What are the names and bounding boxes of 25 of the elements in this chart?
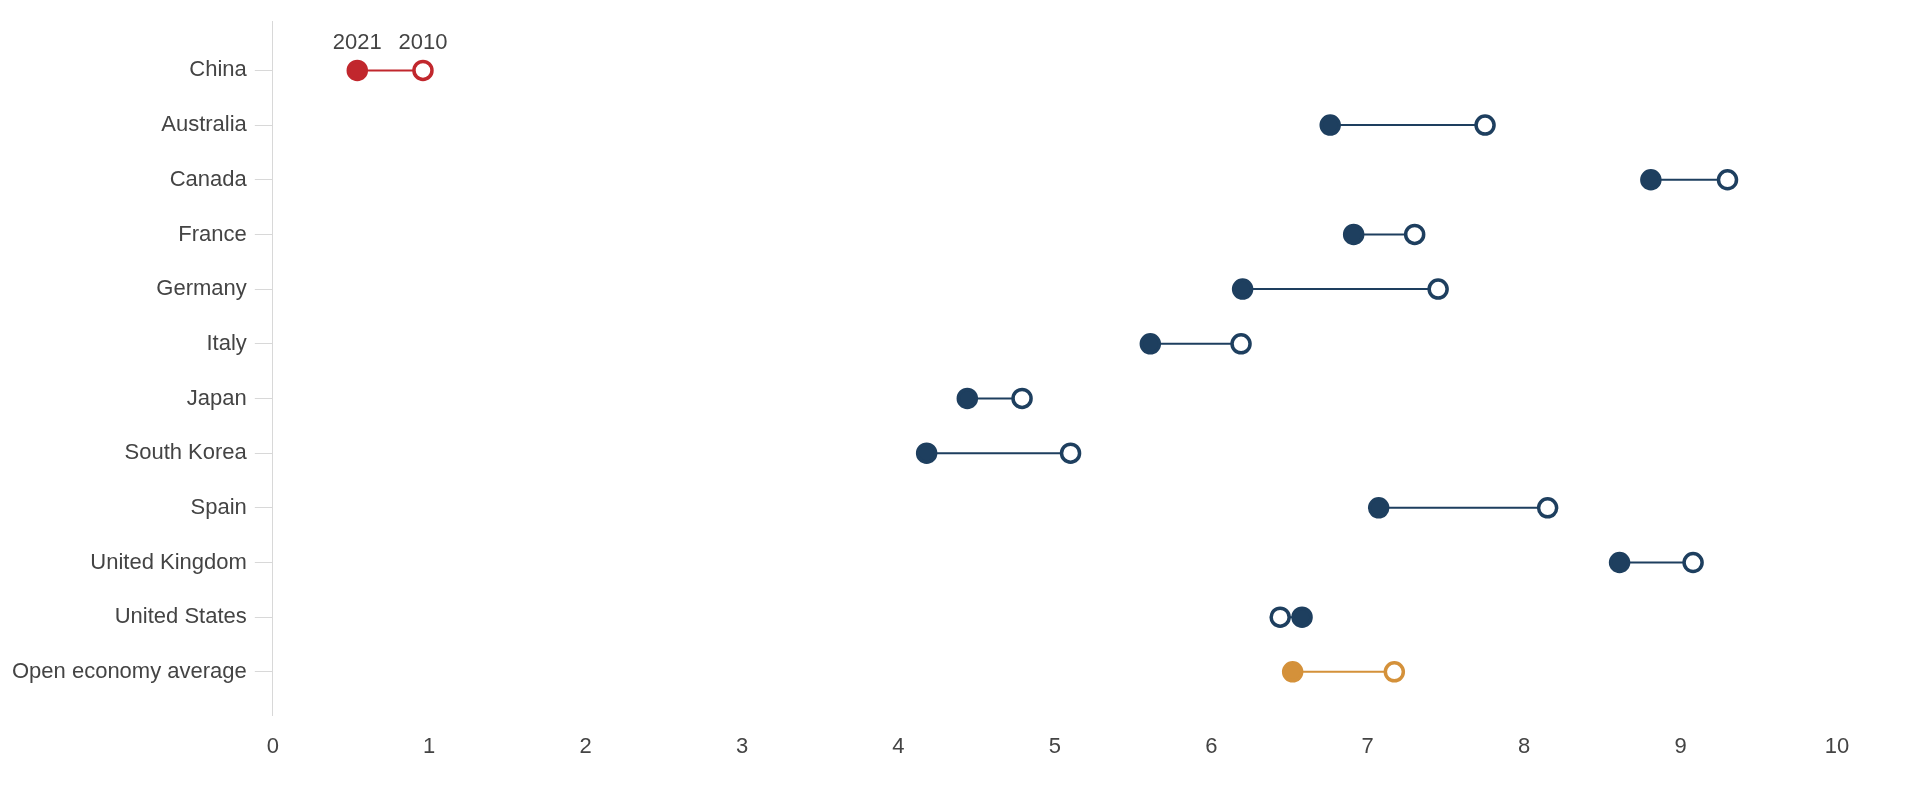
x-tick-label: 1 [423, 732, 436, 758]
x-tick-label: 6 [1205, 732, 1218, 758]
series-label: 2010 [398, 29, 448, 55]
y-tick-label: China [189, 56, 248, 82]
y-tick-label: United Kingdom [90, 548, 247, 574]
y-tick-label: Spain [190, 493, 247, 519]
y-tick-label: Italy [206, 329, 247, 355]
series-label: 2021 [332, 29, 382, 55]
y-tick-label: Australia [161, 111, 248, 137]
x-tick-label: 8 [1518, 732, 1531, 758]
y-tick-label: South Korea [124, 439, 248, 465]
x-tick-label: 5 [1048, 732, 1062, 758]
y-tick-label: Japan [186, 384, 247, 410]
x-tick-label: 4 [892, 732, 905, 758]
x-tick-label: 0 [266, 732, 279, 758]
x-tick-label: 10 [1824, 732, 1850, 758]
x-tick-label: 7 [1361, 732, 1374, 758]
y-tick-label: United States [114, 603, 247, 629]
y-tick-label: France [178, 220, 247, 246]
x-tick-label: 2 [579, 732, 592, 758]
y-tick-label: Germany [156, 275, 247, 301]
y-tick-label: Canada [169, 165, 248, 191]
y-tick-label: Open economy average [11, 657, 247, 683]
x-tick-label: 9 [1674, 732, 1687, 758]
x-tick-label: 3 [735, 732, 749, 758]
